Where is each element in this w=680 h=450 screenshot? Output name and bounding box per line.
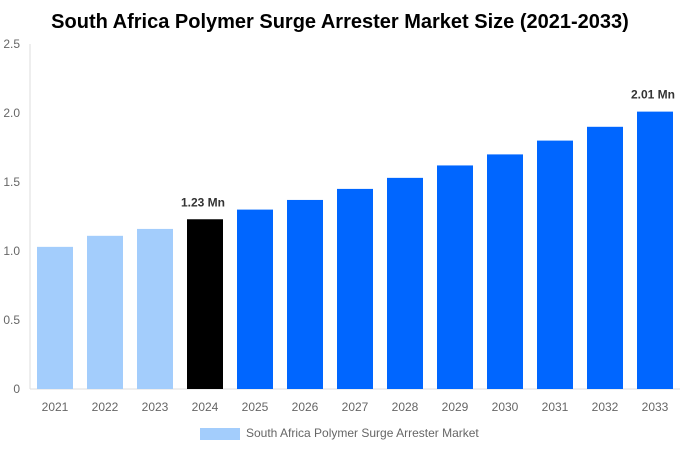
bar-2023[interactable] <box>137 228 173 389</box>
x-tick-label: 2025 <box>242 400 269 414</box>
bar-2027[interactable] <box>337 188 373 389</box>
x-tick-label: 2029 <box>442 400 469 414</box>
bar-2028[interactable] <box>387 177 423 389</box>
x-tick-label: 2033 <box>642 400 669 414</box>
y-tick-label: 0.5 <box>3 313 20 327</box>
legend-label[interactable]: South Africa Polymer Surge Arrester Mark… <box>246 426 479 440</box>
bar-2033[interactable] <box>637 111 673 390</box>
y-tick-label: 0 <box>13 382 20 396</box>
bar-2032[interactable] <box>587 126 623 390</box>
x-tick-label: 2031 <box>542 400 569 414</box>
x-tick-label: 2030 <box>492 400 519 414</box>
y-tick-label: 1.0 <box>3 244 20 258</box>
x-tick-label: 2027 <box>342 400 369 414</box>
bar-2026[interactable] <box>287 199 323 389</box>
x-tick-label: 2028 <box>392 400 419 414</box>
bar-2022[interactable] <box>87 235 123 389</box>
y-tick-label: 2.0 <box>3 106 20 120</box>
bar-2021[interactable] <box>37 246 73 389</box>
y-tick-label: 2.5 <box>3 37 20 51</box>
x-tick-label: 2032 <box>592 400 619 414</box>
data-label: 1.23 Mn <box>181 195 225 209</box>
bar-2029[interactable] <box>437 165 473 389</box>
bar-2024[interactable] <box>187 219 223 389</box>
chart-title: South Africa Polymer Surge Arrester Mark… <box>51 11 629 33</box>
x-tick-label: 2022 <box>92 400 119 414</box>
legend-swatch <box>200 428 240 440</box>
y-tick-label: 1.5 <box>3 175 20 189</box>
x-tick-label: 2023 <box>142 400 169 414</box>
bar-2031[interactable] <box>537 140 573 389</box>
x-tick-label: 2026 <box>292 400 319 414</box>
bar-2025[interactable] <box>237 209 273 389</box>
bar-2030[interactable] <box>487 154 523 389</box>
data-label: 2.01 Mn <box>631 88 675 102</box>
x-tick-label: 2021 <box>42 400 69 414</box>
x-tick-label: 2024 <box>192 400 219 414</box>
